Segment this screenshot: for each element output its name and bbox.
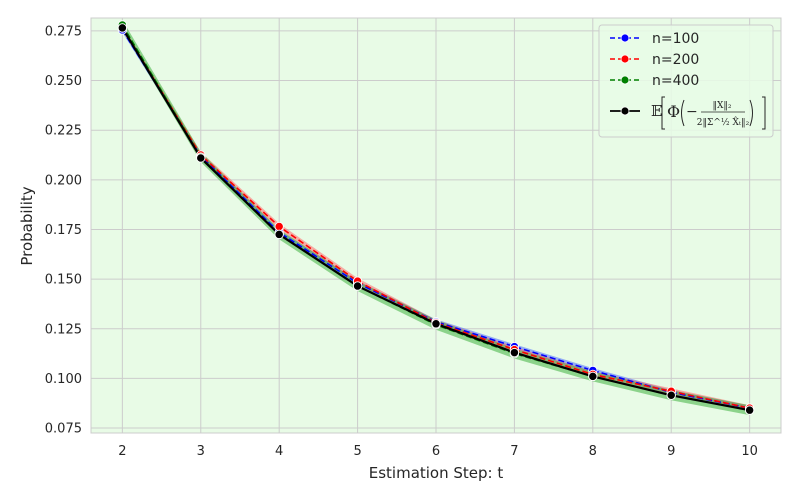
svg-text:2‖Σ^½ X̂ₜ‖₂: 2‖Σ^½ X̂ₜ‖₂ [697,116,750,128]
legend-marker-n400 [620,75,630,85]
legend-label-n100: n=100 [652,31,699,47]
y-tick-label: 0.075 [45,422,82,437]
legend-marker-n200 [620,54,630,64]
point-series-3 [352,281,363,291]
svg-text:𝔼: 𝔼 [651,102,662,120]
y-tick-label: 0.200 [45,173,82,188]
x-tick-label: 5 [353,444,361,459]
left-paren [681,99,685,127]
x-tick-label: 10 [741,444,758,459]
legend: n=100 n=200 n=400 𝔼 Φ − ‖X‖₂ 2‖Σ^½ X̂ₜ‖₂ [598,24,774,138]
svg-text:Φ: Φ [667,102,680,121]
x-tick-label: 9 [667,444,675,459]
x-tick-label: 4 [275,444,283,459]
grid-lines [91,18,781,433]
y-tick-label: 0.100 [45,372,82,387]
point-series-3 [196,153,206,163]
x-tick-label: 7 [510,444,518,459]
legend-marker-expectation [620,106,630,116]
x-tick-label: 6 [432,444,440,459]
legend-marker-n100 [620,33,630,43]
line-series-1 [121,27,750,409]
legend-box [598,24,774,138]
right-bracket [762,96,766,130]
x-tick-label: 8 [589,444,597,459]
y-tick-label: 0.125 [45,322,82,337]
point-series-3 [431,319,441,329]
y-tick-label: 0.150 [45,273,82,288]
left-bracket [661,96,665,130]
legend-label-n200: n=200 [652,52,699,68]
y-tick-label: 0.175 [45,223,82,238]
series-markers [117,20,755,415]
point-series-3 [744,405,755,415]
y-axis-ticks: 0.075 0.100 0.125 0.150 0.175 0.200 0.225 0.250… [45,24,82,436]
y-axis-label: Probability [18,186,36,265]
x-tick-label: 3 [197,444,205,459]
y-tick-label: 0.225 [45,124,82,139]
point-series-1 [274,221,284,232]
point-series-3 [588,371,598,382]
svg-text:‖X‖₂: ‖X‖₂ [712,101,731,111]
point-series-3 [274,229,284,240]
legend-label-n400: n=400 [652,73,699,89]
x-axis-ticks: 2 3 4 5 6 7 8 9 10 [118,444,758,459]
point-series-3 [666,390,676,400]
x-tick-label: 2 [118,444,126,459]
right-paren [749,99,753,127]
y-tick-label: 0.275 [45,24,82,39]
legend-label-expectation-formula: 𝔼 Φ − ‖X‖₂ 2‖Σ^½ X̂ₜ‖₂ [651,96,766,130]
point-series-3 [117,23,128,33]
y-tick-label: 0.250 [45,74,82,89]
point-series-3 [509,347,520,358]
x-axis-label: Estimation Step: t [369,464,504,482]
svg-text:−: − [686,104,698,120]
